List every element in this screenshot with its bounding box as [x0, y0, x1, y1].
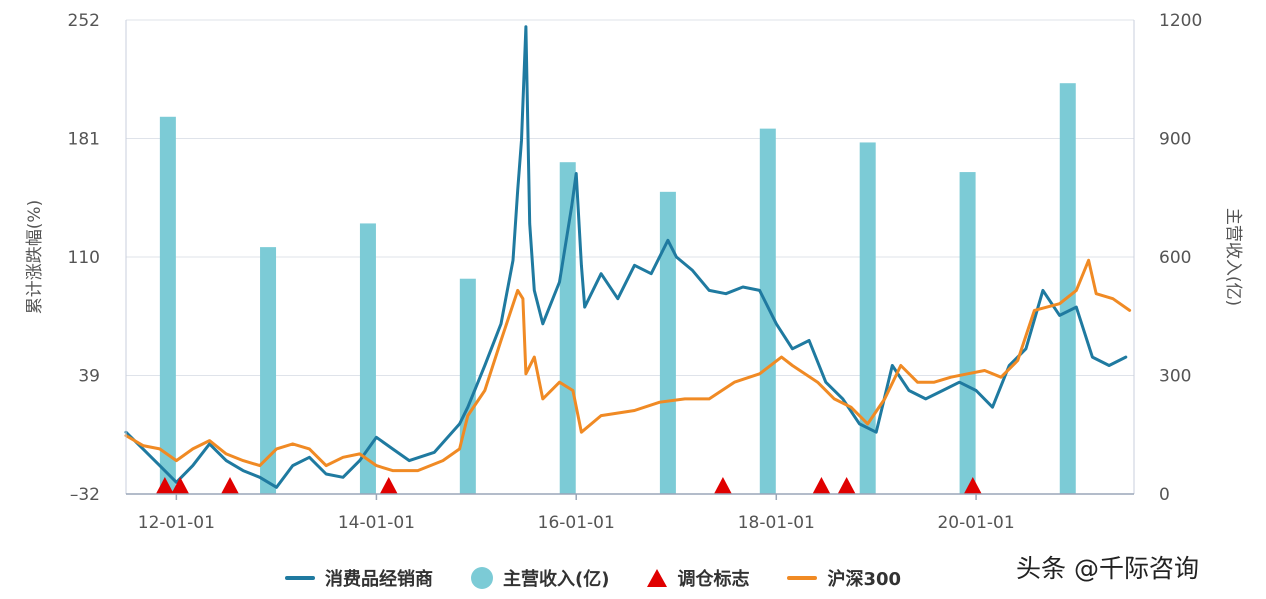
- y-right-axis-title: 主营收入(亿): [1223, 208, 1243, 306]
- legend-swatch-triangle: [647, 569, 668, 587]
- x-tick-label: 20-01-01: [937, 513, 1014, 533]
- y-left-tick-label: 110: [68, 248, 100, 268]
- revenue-bar: [859, 142, 876, 494]
- y-left-tick-label: –32: [70, 485, 100, 505]
- revenue-bar: [959, 172, 976, 494]
- y-right-tick-label: 1200: [1159, 11, 1202, 31]
- revenue-bar: [759, 128, 776, 494]
- x-tick-label: 18-01-01: [738, 513, 815, 533]
- x-tick-label: 12-01-01: [138, 513, 215, 533]
- rebalance-marker: [713, 477, 732, 494]
- legend-swatch-dot: [471, 567, 493, 589]
- rebalance-marker: [812, 477, 831, 494]
- rebalance-marker: [155, 477, 174, 494]
- y-right-tick-label: 900: [1159, 130, 1191, 150]
- rebalance-marker: [171, 477, 190, 494]
- rebalance-marker: [963, 477, 982, 494]
- legend-item-csi300: 沪深300: [787, 565, 901, 591]
- y-left-axis-title: 累计涨跌幅(%): [25, 200, 45, 314]
- grid-lines: [126, 19, 1134, 376]
- revenue-bars: [159, 83, 1076, 495]
- revenue-bar: [659, 191, 676, 494]
- y-left-tick-label: 252: [68, 11, 100, 31]
- rebalance-marker: [379, 477, 398, 494]
- legend-item-revenue: 主营收入(亿): [471, 565, 609, 591]
- revenue-bar: [459, 278, 476, 494]
- watermark: 头条 @千际咨询: [1016, 554, 1199, 583]
- legend-swatch-orange-line: [787, 576, 818, 580]
- revenue-bar: [260, 247, 277, 494]
- axes: –32 39 110 181 252 0 300 600 900 1200 12-01-01 14-0…: [68, 11, 1203, 533]
- x-tick-label: 16-01-01: [538, 513, 615, 533]
- legend-item-rebalance: 调仓标志: [647, 565, 749, 591]
- legend-swatch-blue-line: [285, 576, 315, 580]
- rebalance-marker: [837, 477, 856, 494]
- y-left-tick-label: 181: [68, 130, 100, 150]
- rebalance-markers: [155, 477, 982, 494]
- revenue-bar: [559, 162, 576, 494]
- legend: 消费品经销商 主营收入(亿) 调仓标志 沪深300: [285, 565, 901, 591]
- y-right-tick-label: 300: [1159, 367, 1191, 387]
- series-line-csi300: [124, 258, 1132, 473]
- legend-label: 沪深300: [827, 569, 902, 590]
- line-series: [124, 25, 1132, 489]
- revenue-bar: [1059, 83, 1076, 494]
- x-tick-label: 14-01-01: [338, 513, 415, 533]
- revenue-bar: [159, 116, 176, 495]
- legend-label: 调仓标志: [677, 569, 750, 590]
- y-right-tick-label: 600: [1159, 248, 1191, 268]
- legend-item-consumer-distributors: 消费品经销商: [285, 565, 433, 591]
- legend-label: 消费品经销商: [325, 569, 433, 590]
- legend-label: 主营收入(亿): [503, 569, 610, 590]
- rebalance-marker: [221, 477, 240, 494]
- y-right-tick-label: 0: [1159, 485, 1170, 505]
- y-left-tick-label: 39: [78, 367, 100, 387]
- revenue-bar: [359, 223, 376, 495]
- series-line-consumer-distributors: [124, 25, 1128, 489]
